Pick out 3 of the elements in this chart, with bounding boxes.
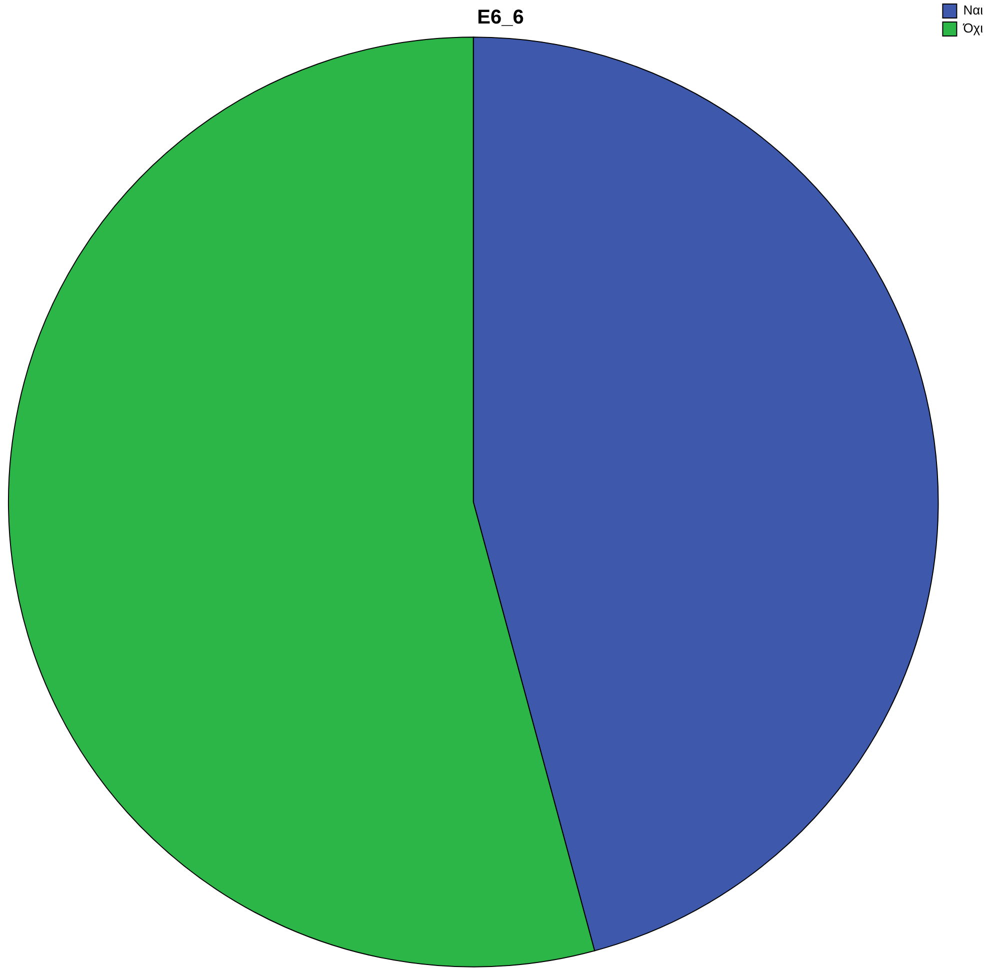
- legend-label: Όχι: [962, 20, 984, 36]
- chart-title: E6_6: [477, 6, 524, 29]
- legend-label: Ναι: [963, 2, 984, 18]
